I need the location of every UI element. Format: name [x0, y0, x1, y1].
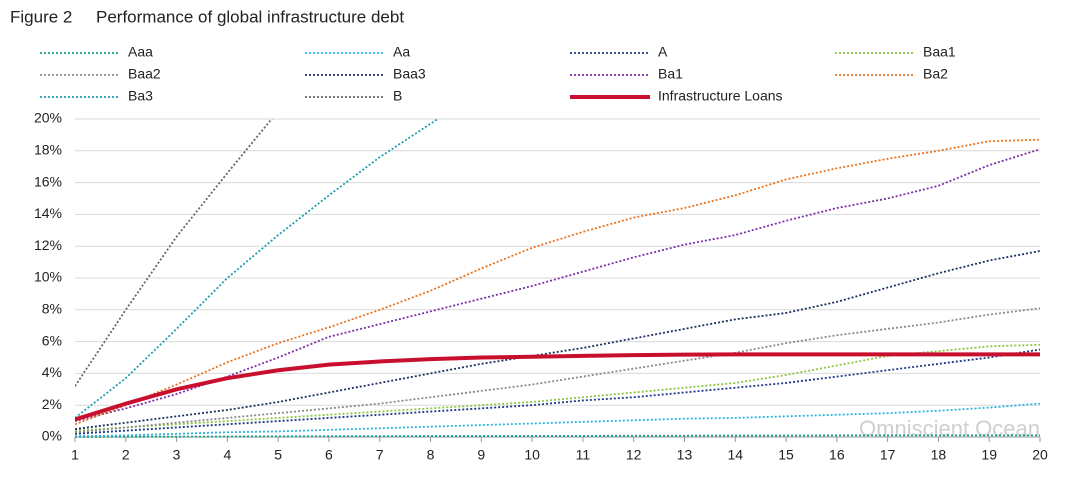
y-tick-label: 14% [34, 205, 62, 221]
x-tick-label: 3 [173, 447, 181, 463]
series-line [75, 307, 1040, 434]
y-tick-label: 18% [34, 142, 62, 158]
legend-label: B [393, 88, 402, 104]
y-tick-label: 6% [42, 332, 62, 348]
x-tick-label: 18 [931, 447, 947, 463]
series-line [75, 250, 1040, 430]
x-tick-label: 9 [477, 447, 485, 463]
x-tick-label: 13 [677, 447, 693, 463]
series-line [75, 348, 1040, 435]
x-tick-label: 20 [1032, 447, 1048, 463]
y-tick-label: 2% [42, 396, 62, 412]
figure-label: Figure 2 [10, 7, 72, 26]
y-tick-label: 8% [42, 301, 62, 317]
series-line [75, 352, 1040, 422]
series-line [75, 402, 1040, 438]
y-tick-label: 10% [34, 269, 62, 285]
chart-title: Performance of global infrastructure deb… [96, 7, 404, 26]
legend-label: Baa1 [923, 44, 956, 60]
legend-label: Ba2 [923, 66, 948, 82]
x-tick-label: 2 [122, 447, 130, 463]
x-tick-label: 17 [880, 447, 896, 463]
series-line [75, 343, 1040, 432]
x-tick-label: 5 [274, 447, 282, 463]
legend-label: A [658, 44, 668, 60]
y-tick-label: 0% [42, 428, 62, 444]
series-line [75, 138, 1040, 426]
x-tick-label: 11 [576, 447, 591, 463]
legend-label: Aaa [128, 44, 153, 60]
x-tick-label: 8 [427, 447, 435, 463]
y-tick-label: 20% [34, 110, 62, 126]
x-tick-label: 10 [524, 447, 540, 463]
series-line [75, 119, 440, 419]
y-tick-label: 12% [34, 237, 62, 253]
plot-area [75, 119, 1040, 438]
legend-label: Ba1 [658, 66, 683, 82]
x-tick-label: 16 [829, 447, 845, 463]
y-tick-label: 16% [34, 173, 62, 189]
x-tick-label: 14 [727, 447, 743, 463]
x-tick-label: 4 [223, 447, 231, 463]
series-line [75, 434, 1040, 438]
x-tick-label: 1 [71, 447, 79, 463]
legend-label: Baa2 [128, 66, 161, 82]
legend-label: Ba3 [128, 88, 153, 104]
x-tick-label: 19 [981, 447, 997, 463]
x-tick-label: 12 [626, 447, 642, 463]
y-tick-label: 4% [42, 364, 62, 380]
x-tick-label: 7 [376, 447, 384, 463]
x-tick-label: 6 [325, 447, 333, 463]
series-line [75, 119, 273, 387]
legend-label: Baa3 [393, 66, 426, 82]
x-tick-label: 15 [778, 447, 794, 463]
legend-label: Aa [393, 44, 410, 60]
legend-label: Infrastructure Loans [658, 88, 783, 104]
